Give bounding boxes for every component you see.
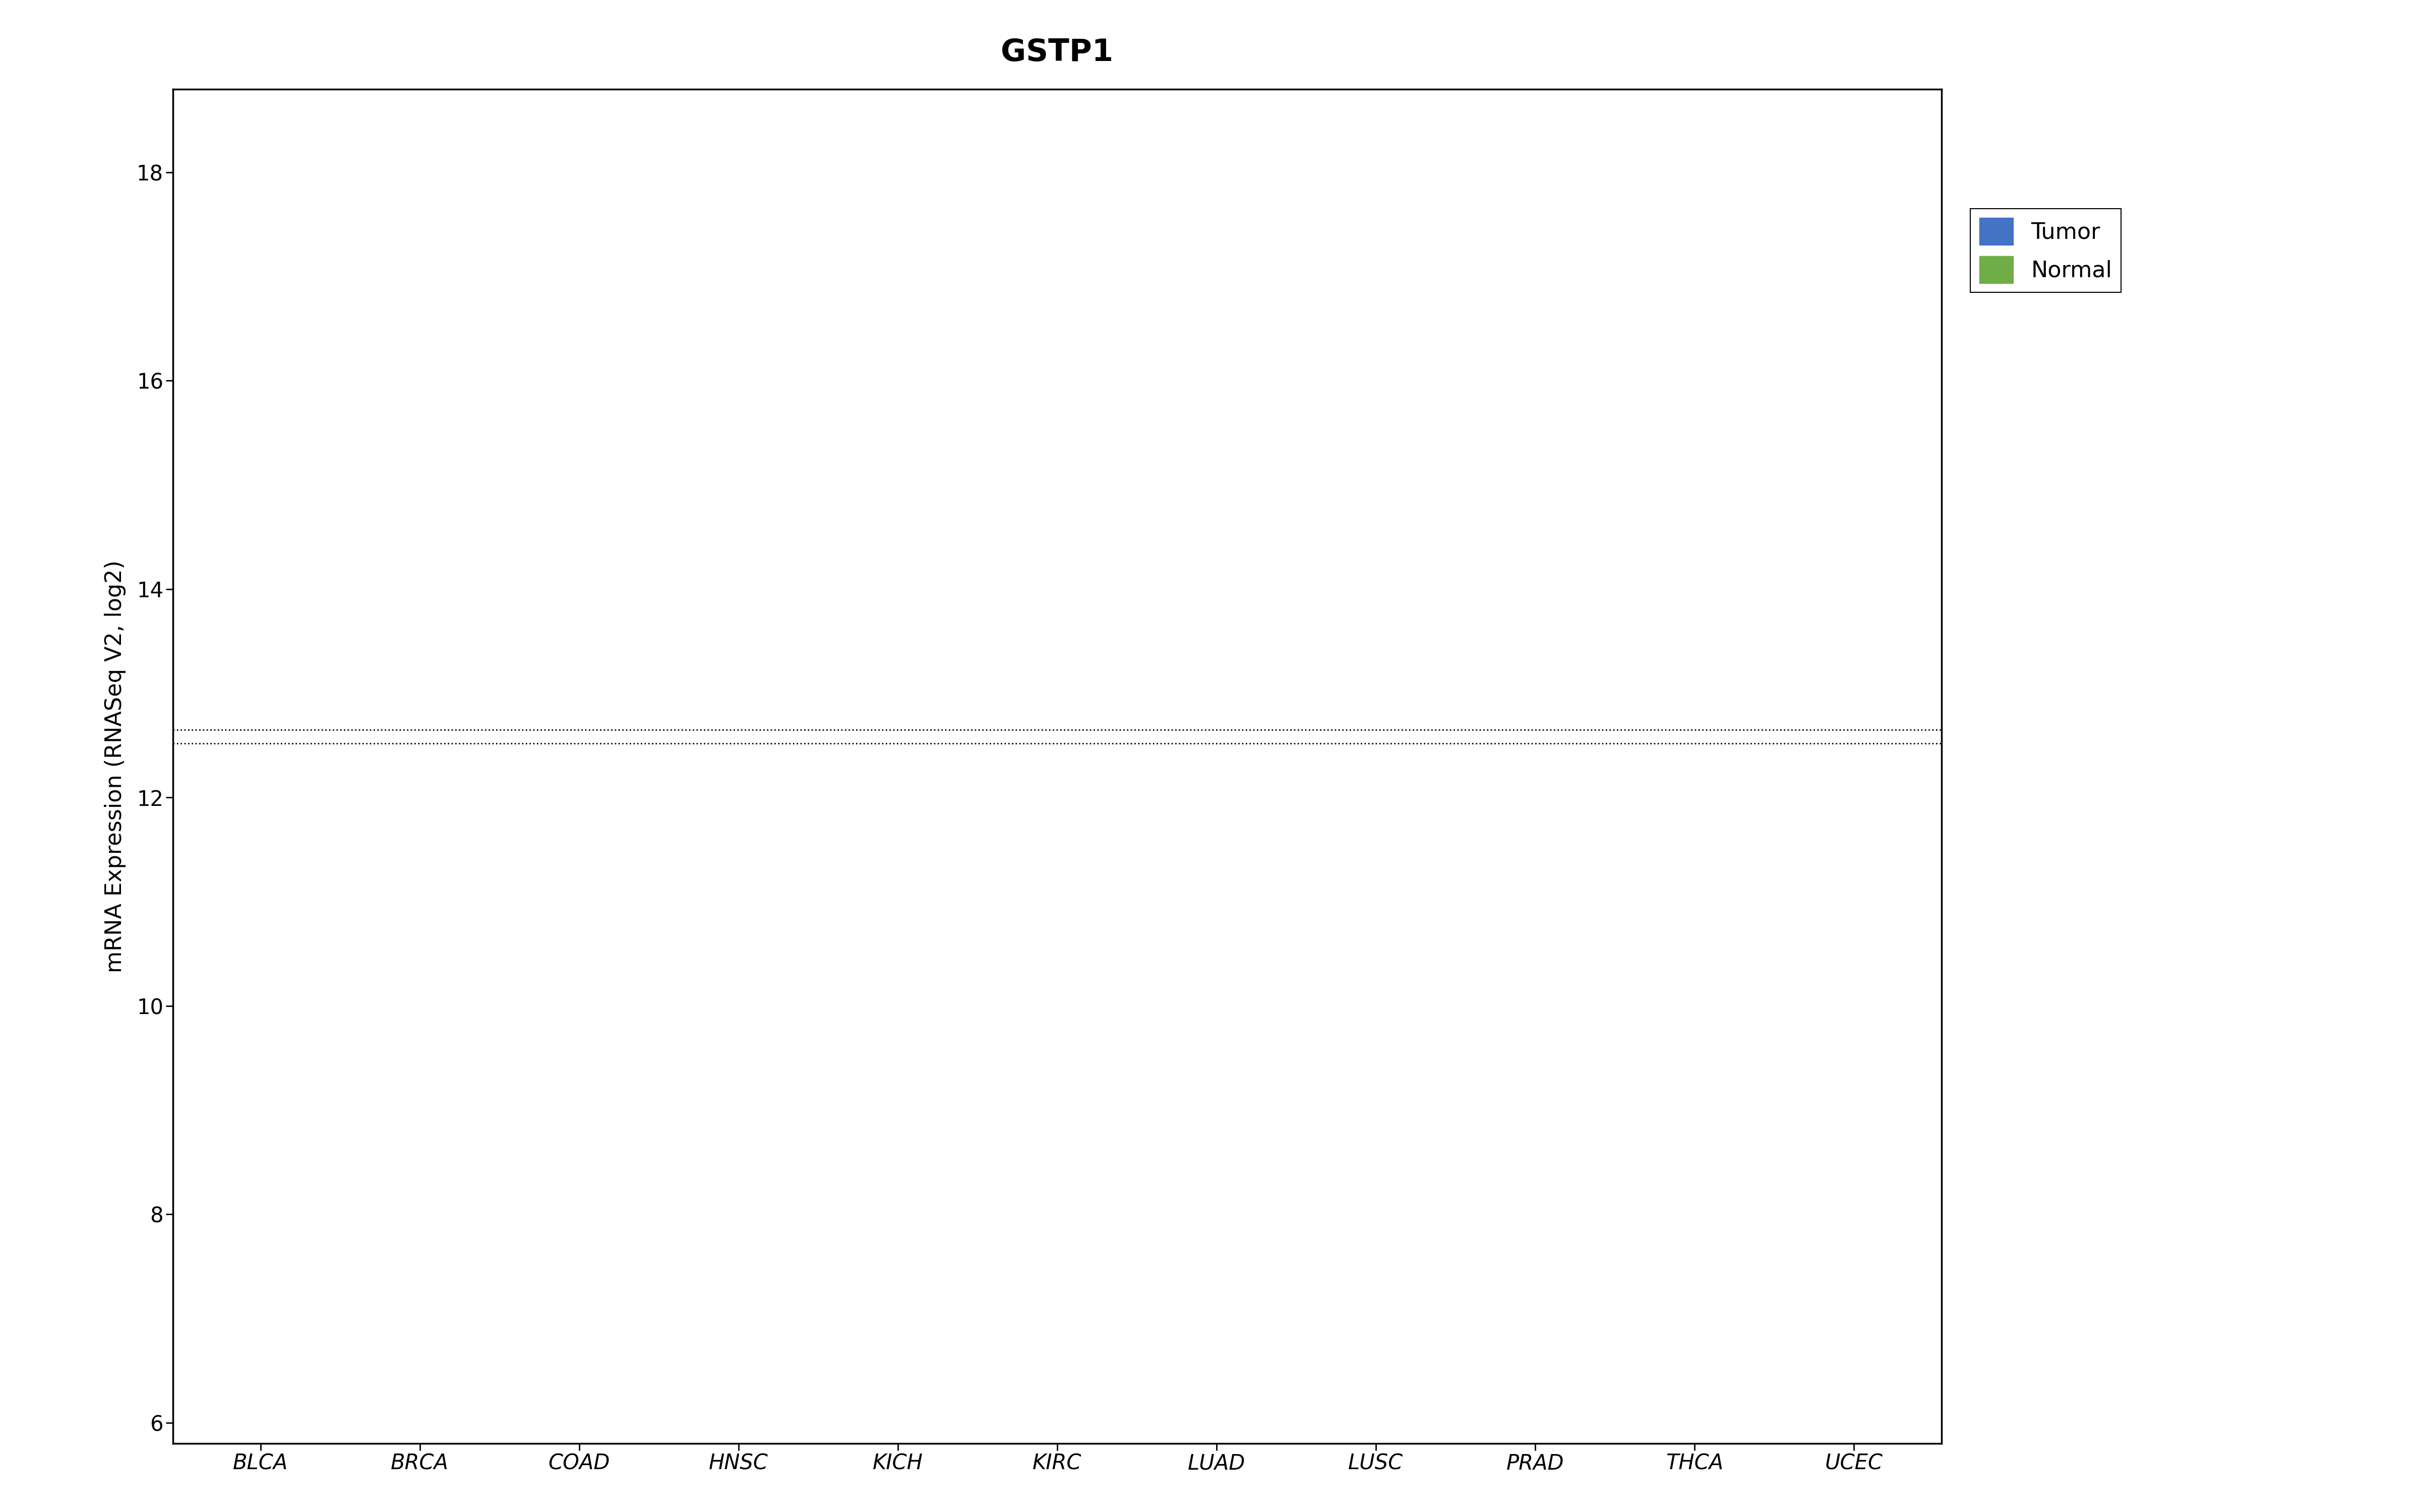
Y-axis label: mRNA Expression (RNASeq V2, log2): mRNA Expression (RNASeq V2, log2) <box>104 559 126 972</box>
Legend: Tumor, Normal: Tumor, Normal <box>1970 209 2120 292</box>
Title: GSTP1: GSTP1 <box>1002 38 1113 68</box>
